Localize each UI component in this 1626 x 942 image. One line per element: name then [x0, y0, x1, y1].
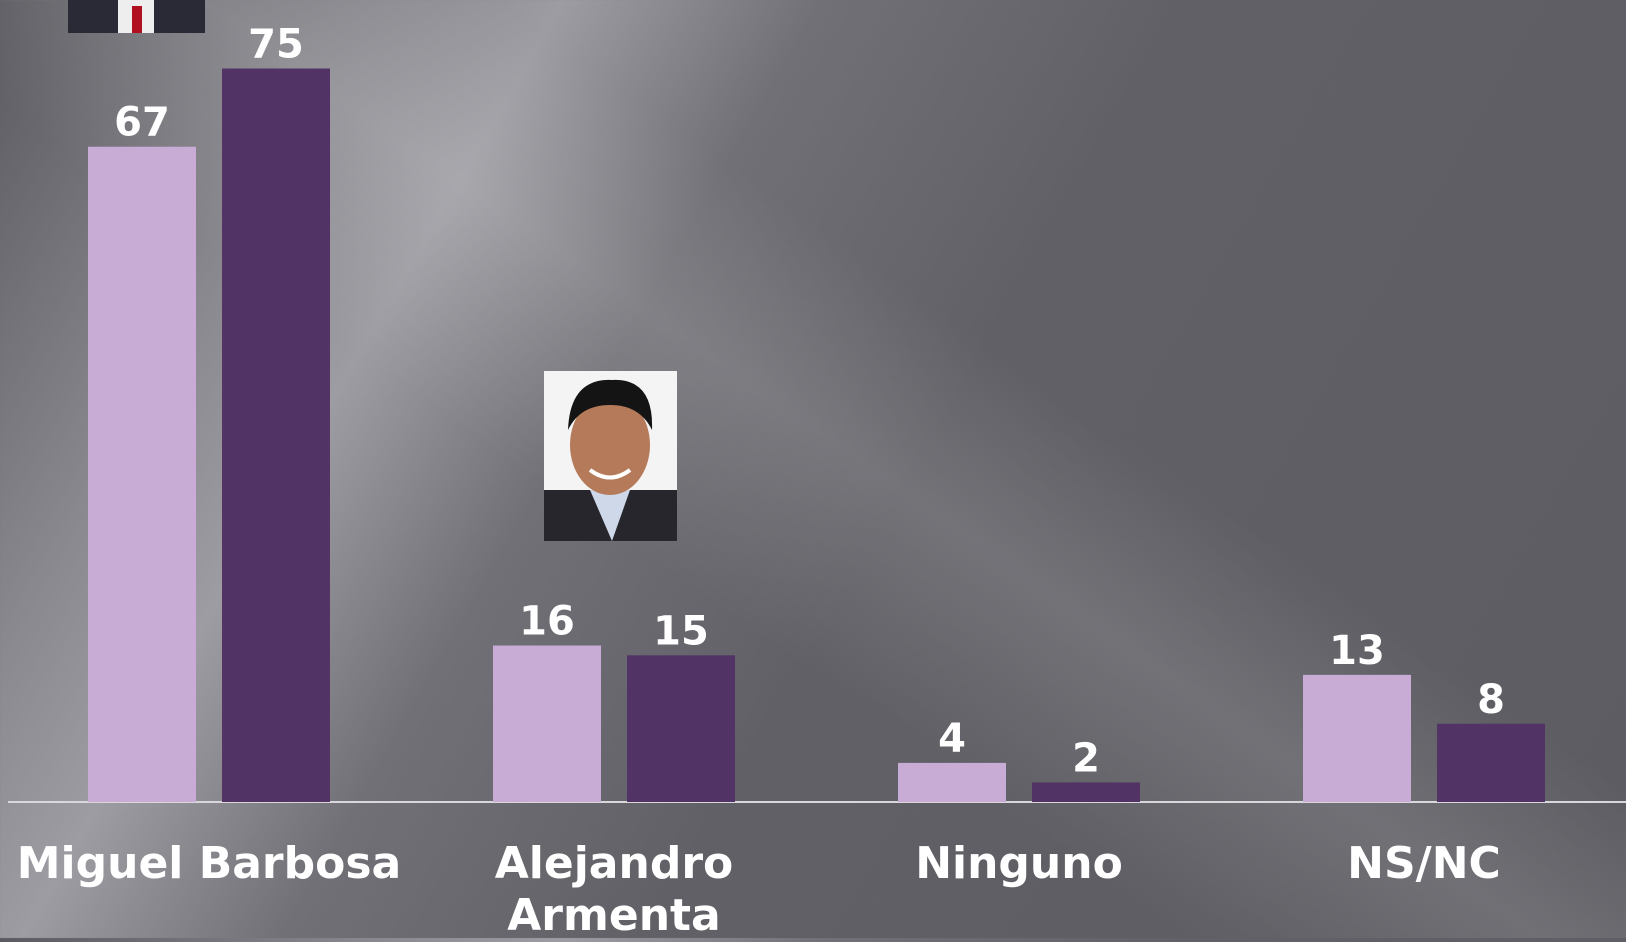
bar [222, 69, 330, 803]
page: 6775161542138 (() => { const data = JSON… [0, 0, 1626, 938]
bar [898, 763, 1006, 802]
value-label: 13 [1329, 628, 1385, 674]
chart: 67 75 16 15 4 2 13 8 [0, 0, 1626, 938]
bar [493, 646, 601, 802]
photo-barbosa [68, 0, 205, 33]
value-label: 67 [114, 100, 170, 146]
bar [627, 655, 735, 802]
x-tick-label: NS/NC [1224, 838, 1624, 890]
value-label: 75 [248, 22, 304, 68]
x-tick-label: Alejandro Armenta [414, 838, 814, 942]
bar [1437, 724, 1545, 802]
value-label: 4 [938, 716, 966, 762]
photo-armenta [544, 371, 677, 541]
bar [1303, 675, 1411, 802]
bar [88, 147, 196, 802]
value-label: 16 [519, 599, 575, 645]
bar [1032, 782, 1140, 802]
x-tick-label: Ninguno [819, 838, 1219, 890]
value-label: 8 [1477, 677, 1505, 723]
x-tick-label: Miguel Barbosa [9, 838, 409, 890]
value-label: 2 [1072, 735, 1100, 781]
value-label: 15 [653, 608, 709, 654]
